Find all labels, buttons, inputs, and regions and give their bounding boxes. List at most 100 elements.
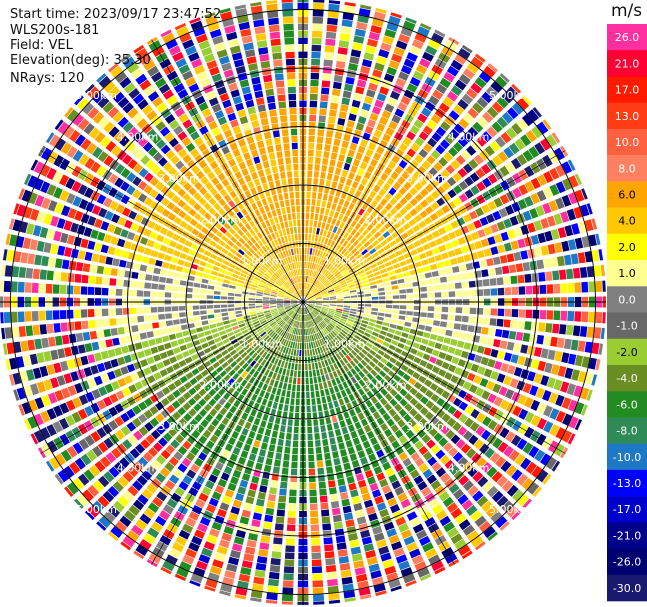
ppi-gate <box>219 7 231 14</box>
ppi-gate <box>369 482 379 492</box>
ppi-gate <box>66 146 78 159</box>
ppi-gate <box>141 104 153 116</box>
ppi-gate <box>335 219 341 227</box>
ppi-gate <box>230 476 239 485</box>
ppi-gate <box>221 312 229 317</box>
ppi-gate <box>260 359 267 366</box>
ppi-gate <box>141 470 153 481</box>
ppi-gate <box>404 403 413 412</box>
ppi-gate <box>518 286 526 295</box>
ppi-gate <box>308 305 314 309</box>
ppi-gate <box>292 341 296 349</box>
ppi-gate <box>354 174 362 183</box>
ppi-gate <box>454 367 463 376</box>
ppi-gate <box>110 236 119 246</box>
ppi-gate <box>291 262 295 270</box>
ppi-gate <box>430 393 440 403</box>
ppi-gate <box>222 99 232 109</box>
ppi-gate <box>317 221 322 228</box>
ppi-gate <box>264 369 270 377</box>
ppi-gate <box>315 306 322 310</box>
ppi-gate <box>94 287 102 296</box>
ppi-gate <box>122 490 134 502</box>
ppi-gate <box>113 368 123 378</box>
ppi-gate <box>313 308 320 313</box>
ppi-gate <box>290 278 295 285</box>
ppi-gate <box>286 390 291 398</box>
ppi-gate <box>461 315 469 323</box>
ppi-gate <box>232 214 239 223</box>
ppi-gate <box>257 381 264 389</box>
ppi-gate <box>5 233 11 245</box>
ppi-gate <box>205 154 215 164</box>
ppi-gate <box>254 505 264 514</box>
ppi-gate <box>438 369 447 377</box>
ppi-gate <box>183 182 192 191</box>
ppi-gate <box>374 401 383 410</box>
ppi-gate <box>525 130 537 143</box>
ppi-gate <box>243 443 251 452</box>
ppi-gate <box>221 449 230 458</box>
ppi-gate <box>164 292 172 298</box>
ppi-gate <box>306 205 310 213</box>
ppi-gate <box>402 327 411 333</box>
ppi-gate <box>27 339 36 351</box>
ppi-gate <box>368 361 376 368</box>
ppi-gate <box>287 272 292 279</box>
ppi-gate <box>421 434 431 444</box>
ppi-gate <box>385 295 393 300</box>
ppi-gate <box>332 370 338 378</box>
ppi-gate <box>174 23 186 31</box>
ppi-gate <box>499 521 510 531</box>
ppi-gate <box>444 354 453 362</box>
ppi-gate <box>574 355 584 367</box>
ppi-gate <box>256 271 264 277</box>
ppi-gate <box>200 315 208 320</box>
ppi-gate <box>399 305 407 310</box>
ppi-gate <box>115 288 123 296</box>
ppi-gate <box>424 216 433 225</box>
ppi-gate <box>107 106 120 119</box>
ppi-gate <box>224 106 235 115</box>
ppi-gate <box>209 217 217 225</box>
ppi-gate <box>272 333 278 340</box>
ppi-gate <box>298 314 301 321</box>
ppi-gate <box>182 523 194 534</box>
ppi-gate <box>308 299 316 301</box>
ppi-gate <box>453 104 465 116</box>
ppi-gate <box>488 268 496 276</box>
ppi-gate <box>122 307 130 315</box>
ppi-gate <box>109 200 119 211</box>
ppi-gate <box>124 452 135 464</box>
ppi-gate <box>43 351 52 362</box>
ppi-gate <box>423 422 433 432</box>
ppi-gate <box>175 160 185 170</box>
ppi-gate <box>248 430 256 439</box>
ppi-gate <box>80 138 92 151</box>
ppi-gate <box>8 374 15 386</box>
ppi-gate <box>243 93 253 102</box>
ppi-gate <box>254 569 266 578</box>
ppi-gate <box>259 318 266 323</box>
ppi-gate <box>452 331 460 338</box>
ppi-gate <box>199 408 208 418</box>
ppi-gate <box>497 350 506 360</box>
ppi-gate <box>243 253 251 260</box>
ppi-gate <box>446 322 454 329</box>
ppi-gate <box>220 583 233 593</box>
ppi-gate <box>237 202 245 210</box>
ppi-gate <box>115 163 125 175</box>
ppi-gate <box>175 332 183 339</box>
ppi-gate <box>186 159 196 169</box>
ppi-gate <box>141 340 150 348</box>
ppi-gate <box>347 149 355 158</box>
ppi-gate <box>80 309 88 318</box>
ppi-gate <box>70 222 79 233</box>
ppi-gate <box>253 362 260 370</box>
ppi-gate <box>447 283 455 290</box>
ppi-gate <box>444 134 455 145</box>
ppi-gate <box>392 290 399 295</box>
ppi-gate <box>64 247 73 257</box>
ppi-gate <box>295 405 300 413</box>
ppi-gate <box>503 445 514 458</box>
